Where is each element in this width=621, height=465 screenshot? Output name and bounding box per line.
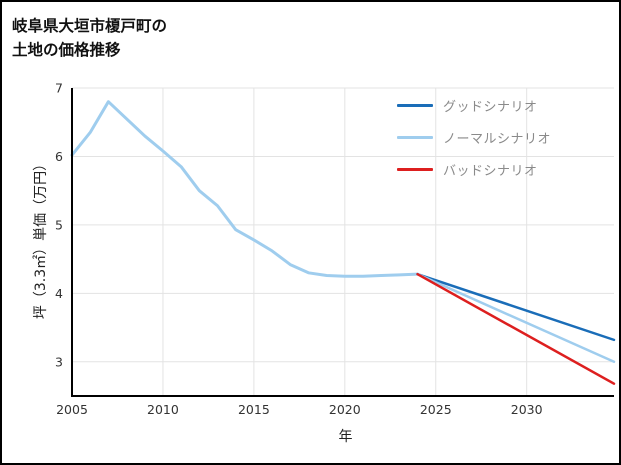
legend-item-bad-scenario: バッドシナリオ <box>397 160 551 179</box>
x-tick-label: 2005 <box>56 402 88 417</box>
legend: グッドシナリオ ノーマルシナリオ バッドシナリオ <box>397 96 551 179</box>
chart-title: 岐阜県大垣市榎戸町の 土地の価格推移 <box>12 14 167 62</box>
legend-swatch-good <box>397 104 433 107</box>
legend-item-normal-scenario: ノーマルシナリオ <box>397 128 551 147</box>
y-tick-label: 4 <box>55 286 63 301</box>
x-tick-label: 2025 <box>420 402 452 417</box>
y-tick-label: 5 <box>55 217 63 232</box>
legend-label-good: グッドシナリオ <box>443 100 538 115</box>
y-tick-label: 7 <box>55 81 63 96</box>
legend-swatch-normal <box>397 136 433 139</box>
series-line-bad-scenario <box>416 272 616 385</box>
x-tick-label: 2010 <box>147 402 179 417</box>
legend-label-bad: バッドシナリオ <box>443 164 538 179</box>
series-line-normal-scenario <box>416 272 616 364</box>
series-line-good-scenario <box>416 272 616 342</box>
chart-title-line1: 岐阜県大垣市榎戸町の <box>12 17 168 35</box>
series-line-historical <box>70 100 420 278</box>
legend-swatch-bad <box>397 168 433 171</box>
legend-item-good-scenario: グッドシナリオ <box>397 96 551 115</box>
chart-title-line2: 土地の価格推移 <box>12 41 121 60</box>
y-tick-label: 6 <box>55 149 63 164</box>
x-tick-label: 2030 <box>511 402 543 417</box>
legend-label-normal: ノーマルシナリオ <box>443 132 552 147</box>
x-tick-label: 2015 <box>238 402 270 417</box>
x-tick-label: 2020 <box>329 402 361 417</box>
x-axis-label: 年 <box>338 429 353 445</box>
y-tick-label: 3 <box>55 354 63 369</box>
y-axis-label: 坪（3.3㎡）単価（万円） <box>33 156 49 320</box>
